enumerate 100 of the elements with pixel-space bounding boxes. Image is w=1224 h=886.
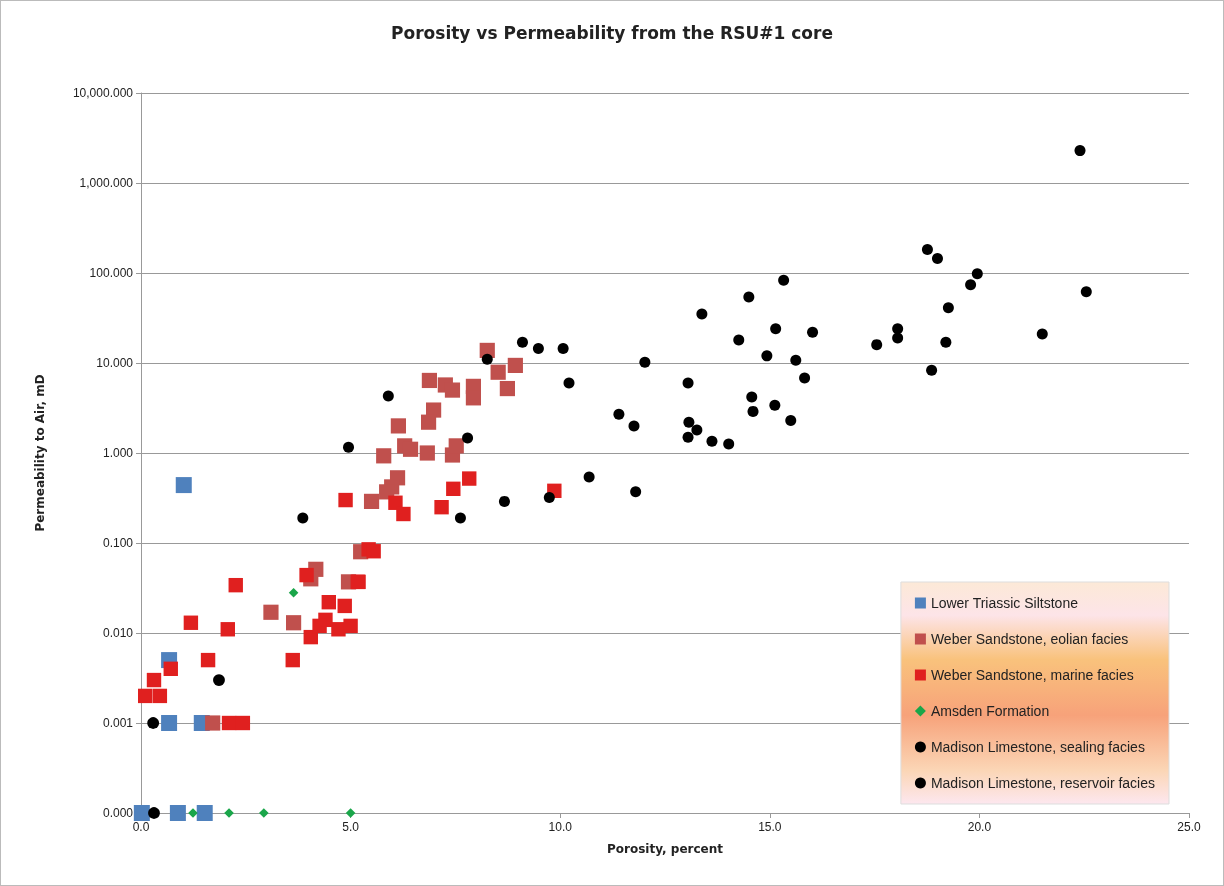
point — [448, 438, 464, 454]
point — [299, 567, 314, 583]
y-tick-label: 0.000 — [102, 806, 134, 820]
point — [366, 544, 381, 559]
point — [761, 350, 773, 362]
point — [420, 414, 437, 430]
point — [343, 441, 354, 453]
point — [213, 674, 225, 686]
point — [543, 492, 555, 504]
point — [733, 334, 745, 346]
point — [499, 380, 515, 397]
point — [337, 598, 352, 614]
point — [1036, 328, 1048, 340]
point — [312, 618, 327, 634]
point — [691, 424, 703, 436]
point — [743, 291, 755, 303]
y-axis-title: Permeability to Air, mD — [33, 374, 47, 532]
point — [926, 364, 938, 376]
point — [196, 805, 213, 821]
point — [613, 408, 625, 420]
point — [1074, 145, 1086, 157]
point — [205, 715, 221, 731]
point — [421, 372, 438, 389]
point — [263, 604, 279, 620]
x-axis-title: Porosity, percent — [607, 842, 724, 856]
point — [639, 356, 651, 368]
point — [137, 688, 153, 704]
point — [454, 512, 466, 524]
point — [133, 805, 150, 821]
chart-title: Porosity vs Permeability from the RSU#1 core — [391, 22, 833, 43]
point — [807, 326, 819, 338]
point — [462, 432, 474, 444]
point — [516, 336, 528, 348]
point — [285, 652, 300, 668]
point — [706, 435, 718, 447]
point — [396, 506, 411, 522]
point — [583, 471, 595, 483]
point — [321, 594, 336, 610]
point — [770, 323, 782, 335]
point — [790, 354, 802, 366]
point — [363, 493, 380, 509]
point — [682, 377, 694, 389]
point — [799, 372, 811, 384]
point — [723, 438, 735, 450]
point — [628, 420, 640, 432]
point — [965, 279, 977, 291]
point — [942, 302, 954, 314]
legend-label: Amsden Formation — [930, 703, 1050, 719]
point — [376, 448, 392, 464]
point — [498, 495, 510, 507]
x-tick-label: 15.0 — [758, 820, 782, 834]
point — [683, 416, 695, 428]
point — [390, 418, 406, 434]
point — [696, 308, 708, 320]
x-tick-label: 10.0 — [548, 820, 573, 834]
point — [152, 688, 168, 704]
point — [388, 495, 403, 510]
y-tick-label: 10.000 — [96, 356, 134, 370]
y-tick-label: 1.000 — [102, 446, 134, 460]
point — [402, 441, 419, 457]
y-tick-label: 10,000.000 — [72, 86, 134, 100]
point — [200, 652, 216, 668]
point — [630, 486, 642, 498]
point — [746, 391, 758, 403]
point — [446, 481, 461, 497]
point — [297, 512, 309, 524]
point — [785, 414, 797, 426]
point — [921, 244, 933, 256]
point — [940, 336, 952, 348]
x-tick-label: 0.0 — [132, 820, 150, 834]
point — [161, 715, 178, 731]
point — [532, 342, 544, 354]
point — [971, 268, 983, 280]
point — [163, 661, 178, 677]
point — [563, 377, 575, 389]
y-tick-label: 0.010 — [102, 626, 134, 640]
point — [345, 808, 356, 818]
point — [338, 492, 353, 508]
point — [682, 431, 694, 443]
point — [382, 390, 394, 402]
point — [481, 353, 493, 365]
y-tick-label: 0.100 — [102, 536, 134, 550]
legend-label: Madison Limestone, sealing facies — [930, 739, 1145, 755]
point — [444, 382, 461, 398]
point — [288, 587, 299, 598]
point — [285, 615, 302, 631]
y-tick-label: 1,000.000 — [79, 176, 134, 190]
point — [183, 615, 199, 630]
x-tick-label: 20.0 — [967, 820, 992, 834]
point — [220, 622, 235, 637]
legend-label: Lower Triassic Siltstone — [930, 595, 1079, 611]
point — [146, 672, 162, 688]
point — [557, 342, 569, 354]
point — [343, 618, 358, 634]
point — [769, 399, 781, 411]
y-tick-label: 100.000 — [89, 266, 134, 280]
x-tick-label: 5.0 — [342, 820, 360, 834]
x-tick-label: 25.0 — [1177, 820, 1201, 834]
legend-label: Weber Sandstone, marine facies — [930, 667, 1134, 683]
point — [892, 323, 904, 335]
